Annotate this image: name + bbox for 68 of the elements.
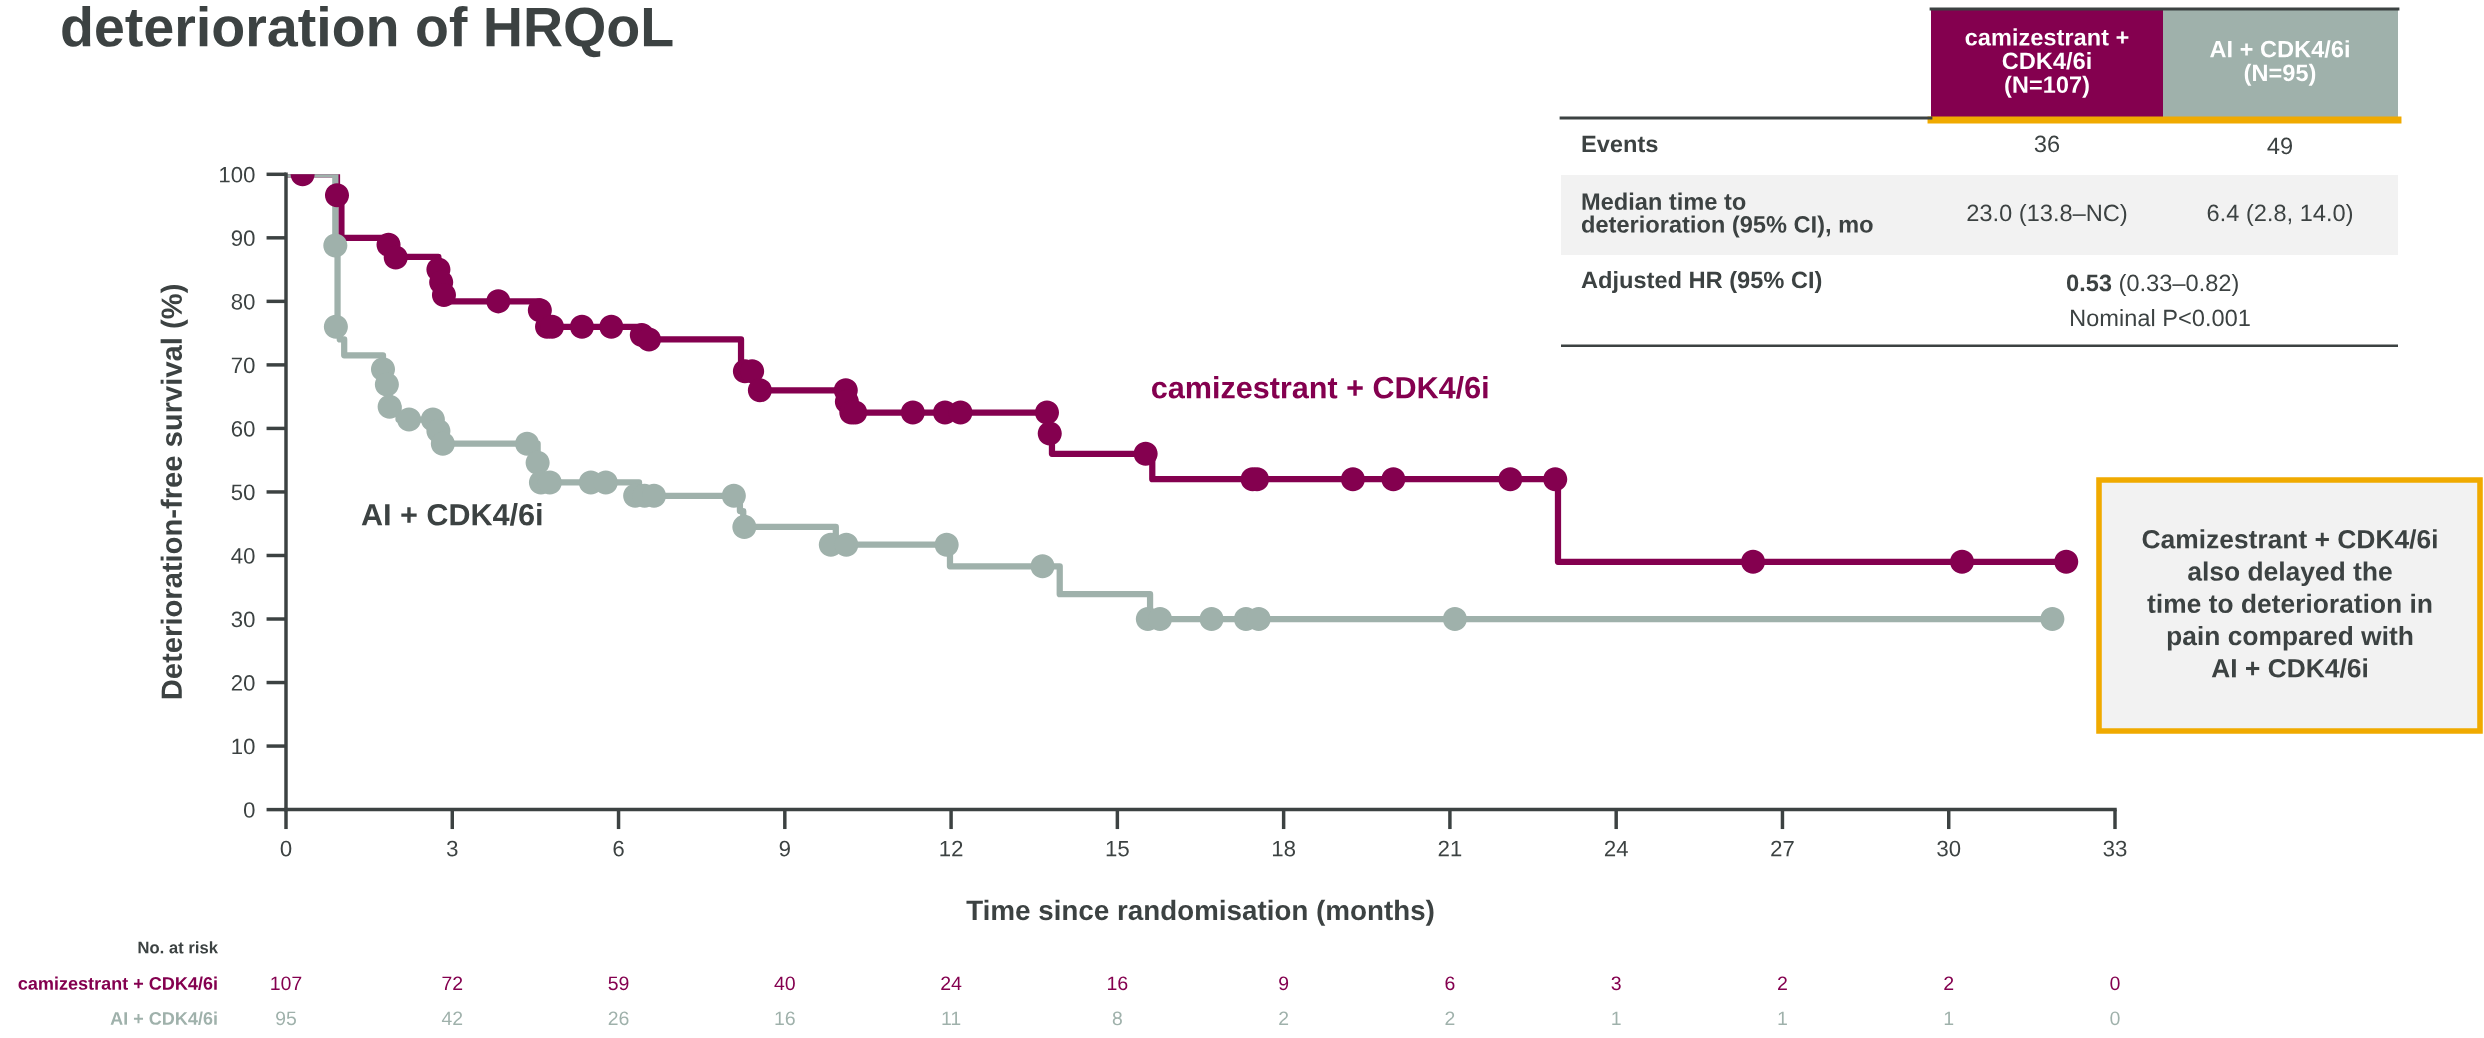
y-tick-label: 100	[220, 166, 255, 183]
text: (0.33–0.82)	[2120, 274, 2238, 296]
y-tick-label: 90	[231, 230, 255, 247]
text: 16	[1108, 976, 1128, 991]
text: 9	[1279, 976, 1289, 991]
x-tick-label: 15	[1106, 840, 1129, 857]
text: 16	[775, 1011, 795, 1026]
y-tick-label: 70	[231, 357, 255, 374]
x-tick-label: 21	[1438, 840, 1462, 857]
text: camizestrant + CDK4/6i (N=107)	[1965, 28, 2129, 98]
x-tick-label: 18	[1272, 840, 1296, 857]
text: 1	[1778, 1011, 1787, 1026]
y-tick-label: 80	[231, 293, 255, 310]
y-tick-label: 10	[232, 738, 255, 755]
text: 6.4 (2.8, 14.0)	[2207, 204, 2353, 226]
y-tick-label: 60	[231, 420, 255, 437]
y-tick-label: 30	[231, 611, 255, 628]
text: 6	[1445, 976, 1455, 991]
x-tick-label: 27	[1771, 840, 1794, 857]
y-axis-title: Deterioration-free survival (%)	[160, 285, 188, 699]
x-tick-label: 24	[1604, 840, 1628, 857]
text: 42	[441, 1011, 463, 1026]
x-tick-label: 3	[446, 840, 458, 857]
text: AI + CDK4/6i (N=95)	[2210, 40, 2349, 86]
text: Camizestrant + CDK4/6i also delayed the time to deterioration in pain compared with AI + CDK4/6i	[2142, 529, 2437, 678]
y-tick-label: 20	[231, 675, 255, 691]
annotation: 23.0 (13.8–NC)	[1967, 204, 2127, 226]
y-tick-label: 0	[243, 802, 255, 818]
series-label: AI + CDK4/6i	[361, 503, 542, 526]
x-tick-label: 0	[280, 840, 292, 857]
text: 0	[2110, 1011, 2120, 1026]
text: 3	[1611, 976, 1621, 991]
text: 72	[442, 976, 463, 991]
text: Events	[1582, 135, 1658, 153]
text: 8	[1112, 1011, 1122, 1026]
text: 24	[941, 976, 962, 991]
chart-title: deterioration of HRQoL	[62, 6, 673, 58]
annotation: Nominal P<0.001	[2071, 309, 2250, 327]
text: 1	[1612, 1011, 1621, 1026]
text: 1	[1944, 1011, 1954, 1026]
text: 49	[2267, 137, 2293, 155]
annotation: Median time to deterioration (95% CI), mo	[1581, 192, 1873, 238]
y-tick-label: 50	[231, 484, 255, 501]
text: 0	[2110, 976, 2120, 991]
x-tick-label: 9	[779, 840, 790, 857]
annotation: 0.53	[2066, 274, 2112, 292]
x-tick-label: 30	[1937, 840, 1961, 857]
text: No. at risk	[138, 941, 219, 954]
x-tick-label: 33	[2103, 840, 2127, 857]
text: 2	[1944, 976, 1954, 991]
text: 59	[608, 976, 629, 991]
x-axis-title: Time since randomisation (months)	[966, 899, 1434, 926]
series-label: camizestrant + CDK4/6i	[1152, 376, 1488, 399]
text: AI + CDK4/6i	[110, 1011, 217, 1026]
x-tick-label: 6	[613, 840, 624, 857]
text: camizestrant + CDK4/6i	[18, 976, 217, 991]
text: 2	[1778, 976, 1787, 991]
text: 36	[2034, 135, 2060, 153]
text: 26	[608, 1011, 629, 1026]
text: 2	[1445, 1011, 1455, 1026]
text: 2	[1279, 1011, 1289, 1026]
annotation: Adjusted HR (95% CI)	[1581, 271, 1822, 294]
x-tick-label: 12	[940, 840, 963, 857]
text: 107	[271, 976, 302, 991]
text: 40	[774, 976, 795, 991]
text: 95	[276, 1011, 296, 1026]
y-tick-label: 40	[231, 548, 255, 564]
text: 11	[942, 1011, 961, 1026]
